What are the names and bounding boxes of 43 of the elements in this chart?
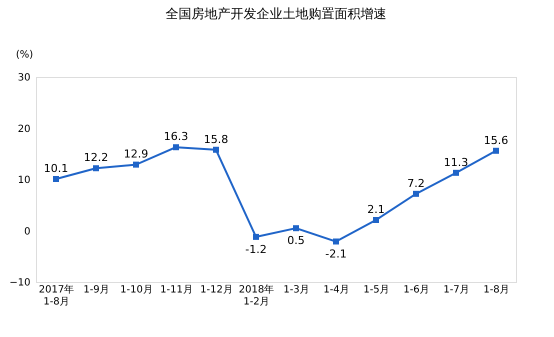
data-label: 7.2 [407, 176, 425, 190]
x-tick-label: 1-5月 [363, 284, 390, 296]
x-tick-label: 1-8月 [483, 284, 510, 296]
data-label: 16.3 [164, 130, 188, 144]
x-tick-label: 1-3月 [283, 284, 310, 296]
x-tick-label: 2018年 1-2月 [238, 284, 274, 308]
point [493, 148, 499, 154]
point [53, 176, 59, 182]
y-tick-label: 10 [18, 175, 30, 186]
data-label: -2.1 [325, 248, 347, 261]
data-label: 15.8 [204, 132, 228, 146]
y-tick-label: 30 [18, 72, 30, 84]
point [173, 144, 179, 150]
x-tick-label: 1-4月 [323, 284, 350, 296]
data-label: 11.3 [444, 156, 468, 169]
y-axis-title: (%) [16, 50, 34, 60]
data-label: 10.1 [44, 162, 68, 175]
x-tick-label: 1-12月 [200, 284, 233, 296]
point [413, 190, 419, 197]
x-tick-label: 1-7月 [443, 284, 470, 296]
x-tick-label: 2017年 1-8月 [38, 284, 74, 308]
y-tick-label: −10 [9, 278, 30, 288]
x-tick-label: 1-11月 [160, 284, 193, 296]
y-tick-label: 0 [24, 226, 30, 238]
point [253, 234, 259, 240]
x-tick-label: 1-6月 [403, 284, 430, 296]
point [453, 170, 459, 176]
data-label: 0.5 [287, 234, 305, 248]
y-tick-label: 20 [18, 124, 30, 135]
x-tick-label: 1-9月 [83, 284, 110, 296]
data-label: 12.9 [124, 148, 148, 161]
x-tick-label: 1-10月 [120, 284, 153, 296]
point [213, 146, 219, 153]
point [93, 165, 99, 172]
data-label: -1.2 [245, 242, 267, 256]
point [133, 162, 139, 168]
point [373, 216, 379, 223]
point [333, 238, 339, 245]
point [293, 225, 299, 232]
data-label: 12.2 [84, 151, 108, 164]
data-label: 15.6 [484, 134, 508, 147]
chart-title: 全国房地产开发企业土地购置面积增速 [166, 6, 386, 22]
data-label: 2.1 [367, 202, 385, 216]
